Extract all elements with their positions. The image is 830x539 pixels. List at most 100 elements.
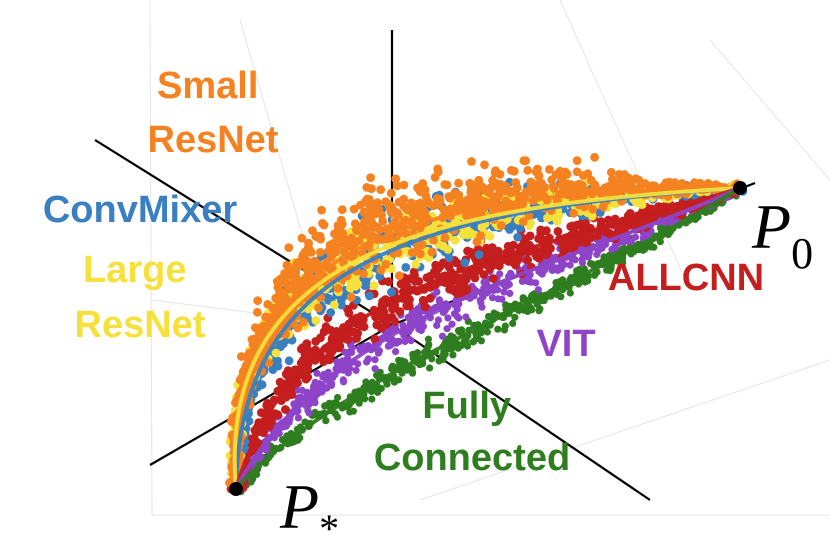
- point: [387, 312, 397, 322]
- label-fully-connected-line1: Fully: [422, 385, 511, 427]
- label-vit: VIT: [536, 323, 595, 365]
- point: [360, 207, 370, 217]
- point: [322, 417, 330, 425]
- point: [520, 294, 528, 303]
- point: [398, 357, 406, 365]
- point: [298, 386, 306, 394]
- point: [664, 178, 674, 188]
- endpoint-label-start: P*: [279, 471, 339, 539]
- point: [283, 366, 293, 375]
- point: [333, 283, 343, 293]
- point: [391, 174, 401, 184]
- point: [568, 221, 577, 231]
- point: [424, 342, 432, 350]
- point: [304, 242, 313, 252]
- point: [451, 258, 461, 267]
- point: [392, 181, 402, 191]
- point: [593, 231, 603, 240]
- label-large-resnet-line2: ResNet: [75, 304, 206, 346]
- curve-series-2: [232, 186, 741, 490]
- point: [399, 201, 409, 211]
- point: [407, 198, 416, 208]
- point: [319, 357, 328, 366]
- point: [512, 182, 522, 192]
- point: [370, 334, 380, 344]
- point: [505, 187, 515, 196]
- point: [360, 197, 370, 207]
- point: [518, 217, 528, 227]
- point: [619, 259, 627, 267]
- point: [420, 207, 430, 217]
- point: [294, 395, 302, 403]
- point: [330, 399, 338, 407]
- point: [411, 259, 421, 269]
- point: [264, 313, 274, 322]
- point: [438, 332, 447, 340]
- point: [367, 184, 376, 194]
- point: [474, 178, 483, 188]
- point: [334, 241, 343, 251]
- point: [324, 246, 334, 256]
- point: [375, 225, 384, 235]
- point: [443, 325, 451, 333]
- point: [453, 203, 463, 213]
- point: [576, 266, 585, 274]
- label-vit-line1: VIT: [536, 323, 595, 365]
- point: [382, 224, 392, 234]
- point: [253, 307, 262, 317]
- point: [587, 260, 595, 268]
- point: [357, 321, 366, 331]
- point: [509, 240, 518, 250]
- grid-line-6: [709, 39, 830, 181]
- point: [292, 260, 301, 269]
- point: [534, 171, 544, 181]
- point: [376, 185, 386, 195]
- point: [415, 187, 425, 197]
- point: [445, 204, 455, 214]
- point: [474, 250, 484, 259]
- point: [612, 244, 620, 252]
- label-convmixer-line1: ConvMixer: [43, 189, 237, 231]
- curve-series-4: [234, 186, 741, 490]
- point: [424, 335, 432, 343]
- point: [333, 413, 341, 421]
- point: [288, 271, 297, 280]
- point: [566, 180, 576, 190]
- point: [348, 344, 356, 352]
- endpoint-markers: [229, 181, 747, 496]
- endpoint-label-end-sub: 0: [791, 229, 813, 278]
- point: [333, 357, 341, 366]
- point: [367, 218, 377, 227]
- point: [578, 171, 588, 180]
- point: [273, 361, 283, 371]
- point: [354, 236, 364, 246]
- point: [271, 348, 281, 358]
- point: [569, 208, 578, 218]
- point: [333, 221, 343, 230]
- point: [590, 152, 599, 162]
- point: [364, 355, 372, 363]
- point: [395, 337, 403, 345]
- point: [496, 221, 506, 230]
- point: [656, 224, 665, 232]
- point: [566, 289, 574, 297]
- point: [454, 178, 463, 188]
- point: [365, 291, 374, 301]
- endpoint-label-end: P0: [751, 191, 813, 278]
- point: [542, 250, 551, 260]
- point: [369, 281, 379, 291]
- point: [566, 261, 574, 269]
- point: [523, 255, 532, 265]
- point: [310, 396, 318, 404]
- point: [366, 173, 375, 183]
- point: [392, 348, 400, 356]
- point: [647, 243, 655, 251]
- point: [376, 265, 386, 275]
- point: [490, 309, 498, 317]
- point: [414, 305, 422, 313]
- point: [453, 305, 461, 314]
- point: [426, 364, 434, 372]
- point: [371, 356, 379, 364]
- point: [386, 188, 396, 198]
